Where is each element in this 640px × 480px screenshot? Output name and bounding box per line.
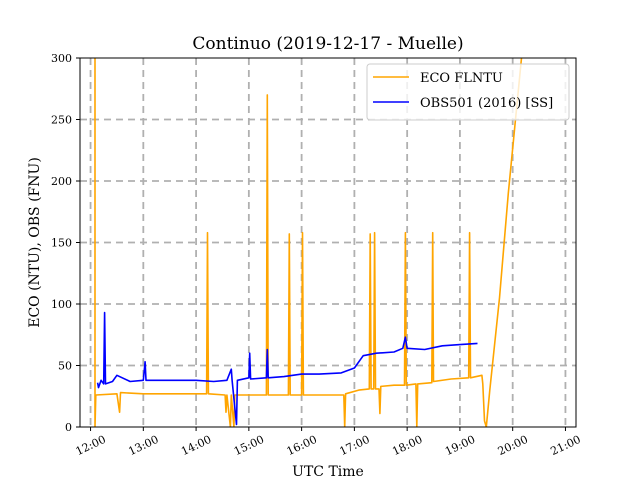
y-tick-label: 150 xyxy=(51,237,72,250)
x-tick-label: 19:00 xyxy=(443,433,477,458)
y-axis-label: ECO (NTU), OBS (FNU) xyxy=(27,157,43,328)
x-axis-label: UTC Time xyxy=(292,464,364,480)
y-axis-ticks: 0 50 100 150 200 250 300 xyxy=(51,52,80,434)
y-tick-label: 250 xyxy=(51,114,72,127)
y-tick-label: 200 xyxy=(51,175,72,188)
x-tick-label: 16:00 xyxy=(285,433,319,458)
series-line-eco xyxy=(94,58,523,427)
legend-label-eco: ECO FLNTU xyxy=(420,71,503,86)
x-tick-label: 12:00 xyxy=(74,433,108,458)
legend: ECO FLNTU OBS501 (2016) [SS] xyxy=(366,63,570,121)
y-tick-label: 100 xyxy=(51,298,72,311)
x-tick-label: 18:00 xyxy=(390,433,424,458)
x-tick-label: 17:00 xyxy=(337,433,371,458)
x-tick-label: 15:00 xyxy=(232,433,266,458)
x-tick-label: 14:00 xyxy=(179,433,213,458)
y-tick-label: 300 xyxy=(51,52,72,65)
y-tick-label: 0 xyxy=(65,421,72,434)
y-tick-label: 50 xyxy=(58,360,72,373)
chart-title: Continuo (2019-12-17 - Muelle) xyxy=(192,34,463,54)
legend-label-obs: OBS501 (2016) [SS] xyxy=(420,96,553,111)
x-tick-label: 21:00 xyxy=(549,433,583,458)
x-tick-label: 13:00 xyxy=(126,433,160,458)
x-tick-label: 20:00 xyxy=(496,433,530,458)
x-axis-ticks: 12:00 13:00 14:00 15:00 16:00 17:00 18:00 19:00… xyxy=(74,427,583,458)
series-layer xyxy=(94,58,523,427)
legend-box xyxy=(366,63,570,121)
series-line-obs xyxy=(96,311,478,426)
